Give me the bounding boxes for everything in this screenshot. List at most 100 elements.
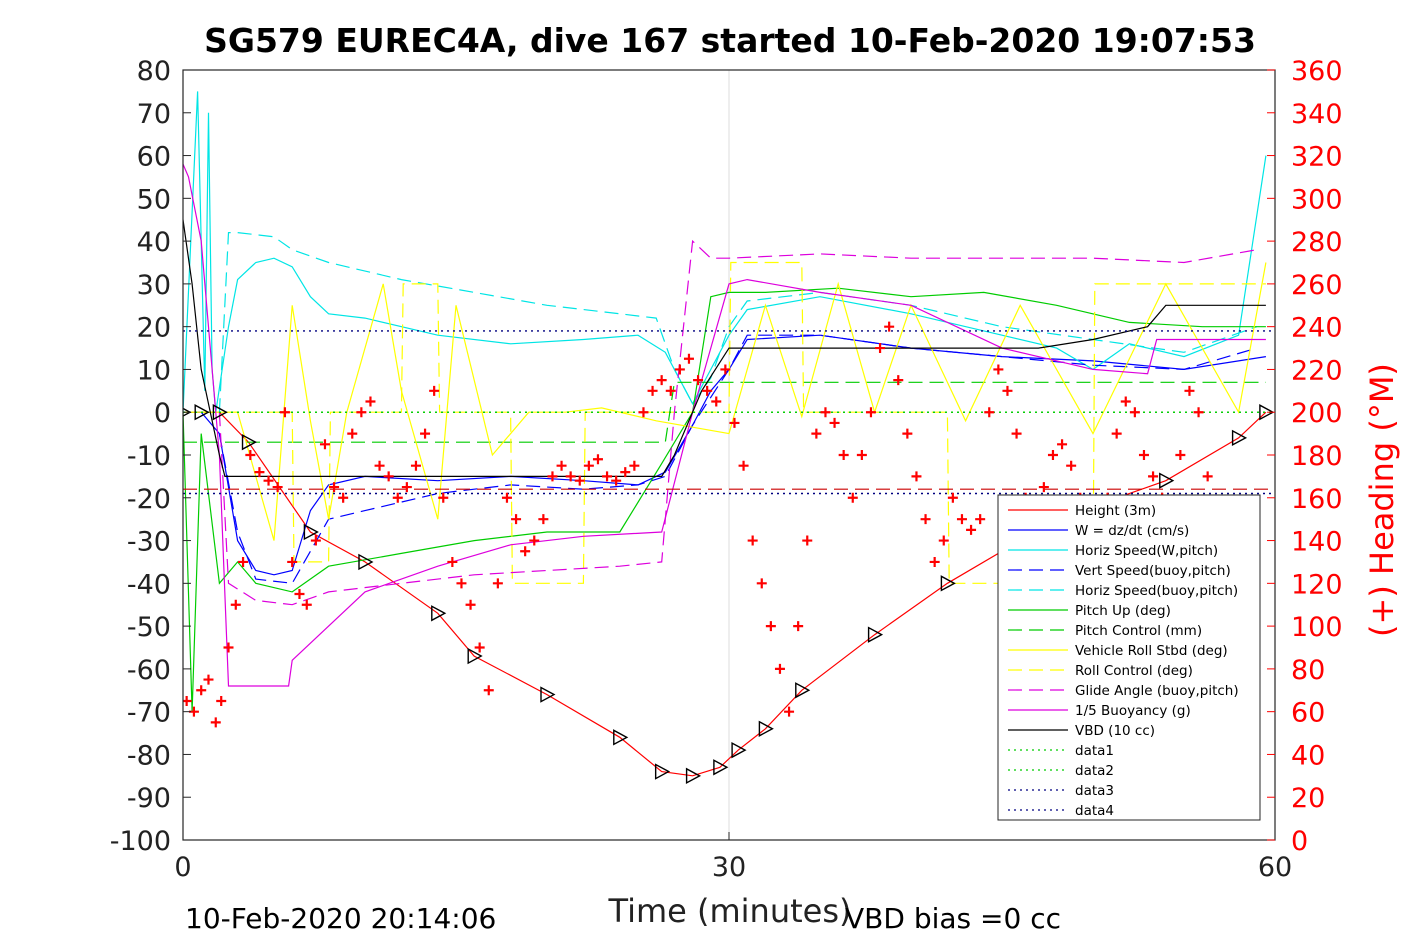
series-line [183,287,1266,712]
tick-layer: 0 30 6080706050403020100-10-20-30-40-50-60… [110,56,1343,883]
heading-point [993,364,1004,375]
y-tick-label: 40 [137,227,171,258]
heading-point [929,556,940,567]
legend-entry: data4 [1075,803,1114,819]
heading-point [693,375,704,386]
heading-point [856,450,867,460]
heading-point [1138,450,1149,460]
heading-point [329,482,340,493]
heading-point [683,353,694,364]
heading-point [920,514,931,525]
series-line [183,163,1266,687]
heading-point [203,674,214,685]
heading-point [838,450,849,460]
heading-point [765,621,776,632]
legend-entry: Pitch Control (mm) [1075,623,1202,639]
y-tick-label: -20 [127,484,171,515]
heading-point [1011,428,1022,439]
heading-point [1057,439,1068,450]
heading-point [938,535,949,546]
heading-point [511,514,522,525]
heading-point [738,460,749,471]
heading-point [1175,450,1186,460]
heading-point [629,460,640,471]
heading-point [401,482,412,493]
heading-point [638,407,649,418]
height-marker [713,759,729,776]
y-right-tick-label: 140 [1291,527,1343,558]
heading-point [465,599,476,610]
heading-point [565,471,576,482]
height-marker [467,647,483,665]
height-marker [795,682,811,699]
heading-point [238,556,249,567]
heading-point [1202,471,1213,482]
heading-layer [183,321,1231,728]
heading-point [956,514,967,525]
y-tick-label: -40 [127,569,171,600]
height-marker [241,433,257,451]
y-tick-label: 70 [137,99,171,130]
height-marker [1259,404,1275,421]
y-tick-label: 0 [154,398,171,429]
legend-box [997,494,1261,821]
y-right-tick-label: 60 [1291,698,1325,729]
height-marker [1231,429,1248,447]
y-right-tick-label: 340 [1291,99,1343,130]
heading-point [984,407,995,418]
heading-point [210,717,221,728]
heading-point [865,407,876,418]
y-right-tick-label: 260 [1291,270,1343,301]
heading-point [811,428,822,439]
heading-point [538,514,549,525]
heading-point [272,482,283,493]
heading-point [656,375,667,386]
x-tick-label: 60 [1258,852,1292,883]
heading-point [483,685,494,696]
height-marker [867,626,884,643]
heading-point [756,578,767,589]
legend-entry: data3 [1075,783,1114,799]
footer-vbd-bias: VBD bias =0 cc [845,902,1061,935]
heading-point [966,524,977,535]
legend-entry: Horiz Speed(buoy,pitch) [1075,583,1238,599]
heading-point [365,396,376,407]
heading-point [1047,450,1058,460]
y-tick-label: 50 [137,184,171,215]
y-tick-label: -90 [127,783,171,814]
y-right-tick-label: 80 [1291,655,1325,686]
x-axis-label: Time (minutes) [608,892,852,930]
heading-point [383,471,394,482]
heading-point [893,375,904,386]
heading-point [474,642,485,653]
heading-point [263,475,274,486]
y-tick-label: 60 [137,142,171,173]
y-tick-label: -30 [127,527,171,558]
heading-point [196,685,207,696]
heading-point [784,706,795,717]
heading-point [602,471,613,482]
y-tick-label: 20 [137,313,171,344]
heading-point [230,599,241,610]
y-tick-label: -80 [127,740,171,771]
heading-point [301,599,312,610]
height-marker [540,686,556,703]
heading-point [338,492,349,503]
heading-point [902,428,913,439]
heading-point [847,492,858,503]
heading-point [1184,385,1195,396]
legend-entry: W = dz/dt (cm/s) [1075,523,1189,539]
legend-entry: Roll Control (deg) [1075,663,1193,679]
legend-entry: Vehicle Roll Stbd (deg) [1075,643,1228,659]
heading-point [287,556,298,567]
y-tick-label: -70 [127,698,171,729]
heading-point [947,492,958,503]
y-right-tick-label: 180 [1291,441,1343,472]
legend-items: Height (3m) W = dz/dt (cm/s) Horiz Speed(W… [1008,503,1239,819]
y-tick-label: -60 [127,655,171,686]
y-right-tick-label: 200 [1291,398,1343,429]
y-right-tick-label: 280 [1291,227,1343,258]
heading-point [1111,428,1122,439]
heading-point [438,492,449,503]
